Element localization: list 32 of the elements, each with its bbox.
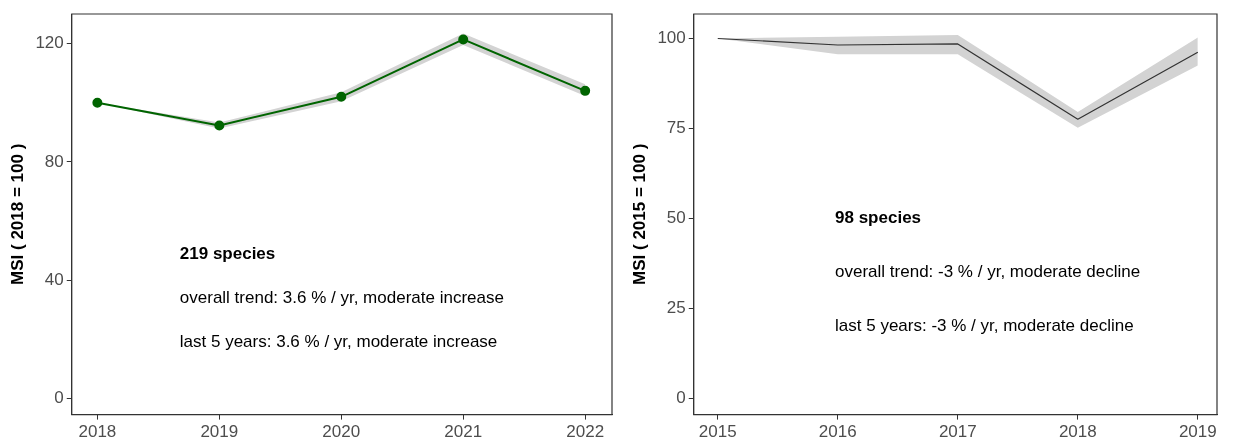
y-tick-label: 40 — [44, 269, 64, 289]
y-tick-label: 0 — [54, 388, 64, 408]
annotation: overall trend: 3.6 % / yr, moderate increase — [179, 288, 504, 308]
x-tick-label: 2017 — [938, 422, 977, 442]
annotation: 219 species — [179, 244, 276, 264]
x-tick-label: 2015 — [698, 422, 737, 442]
point — [92, 97, 103, 108]
x-tick-label: 2018 — [1058, 422, 1097, 442]
x-tick-label: 2020 — [322, 422, 361, 442]
x-tick-label: 2021 — [444, 422, 483, 442]
x-tick-label: 2018 — [78, 422, 117, 442]
y-tick-label: 50 — [666, 208, 686, 228]
y-tick-label: 120 — [35, 33, 64, 53]
x-tick-label: 2016 — [818, 422, 857, 442]
annotation: last 5 years: -3 % / yr, moderate decline — [835, 316, 1134, 336]
point — [214, 120, 225, 131]
y-tick-label: 75 — [666, 118, 686, 138]
y-tick-label: 80 — [44, 151, 64, 171]
annotation: 98 species — [835, 207, 922, 227]
point — [580, 85, 591, 96]
y-axis-title: MSI ( 2018 = 100 ) — [7, 143, 27, 285]
x-tick-label: 2019 — [200, 422, 239, 442]
x-tick-label: 2019 — [1178, 422, 1217, 442]
annotation: last 5 years: 3.6 % / yr, moderate increase — [179, 332, 498, 352]
point — [458, 34, 469, 45]
y-tick-label: 25 — [666, 298, 686, 318]
y-tick-label: 100 — [657, 28, 686, 48]
annotation: overall trend: -3 % / yr, moderate decline — [835, 262, 1141, 282]
y-tick-label: 0 — [676, 388, 686, 408]
x-tick-label: 2022 — [566, 422, 605, 442]
y-axis-title: MSI ( 2015 = 100 ) — [629, 143, 649, 285]
point — [336, 91, 347, 102]
